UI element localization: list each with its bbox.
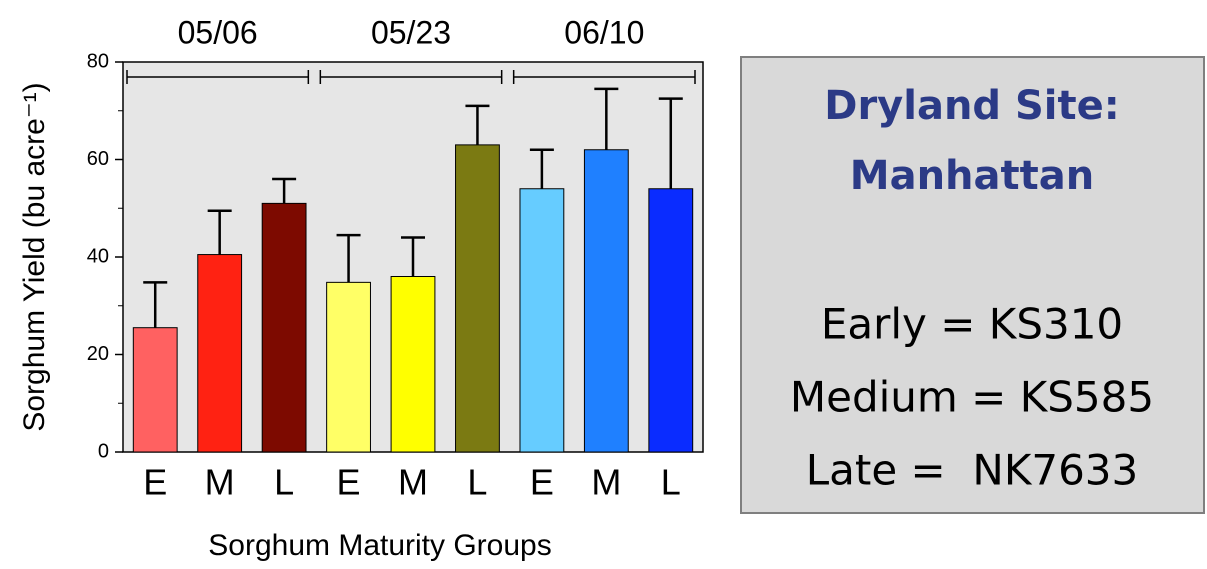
bar <box>261 202 307 453</box>
bar <box>583 149 629 453</box>
bar <box>132 327 178 453</box>
y-tick-label: 60 <box>87 148 109 170</box>
bar <box>390 276 436 453</box>
x-tick-label: E <box>337 462 361 503</box>
x-axis-label: Sorghum Maturity Groups <box>208 529 551 562</box>
info-title: Manhattan <box>850 153 1094 199</box>
y-axis-label: Sorghum Yield (bu acre⁻¹) <box>18 82 51 431</box>
group-label: 05/06 <box>178 14 258 50</box>
error-bar <box>143 281 168 328</box>
x-tick-label: E <box>143 462 167 503</box>
error-bar <box>594 87 619 150</box>
group-label: 05/23 <box>371 14 451 50</box>
info-line: Late = NK7633 <box>806 446 1139 495</box>
error-bar <box>465 104 490 145</box>
error-bar <box>272 177 297 204</box>
bar <box>197 254 243 453</box>
bar <box>326 281 371 453</box>
y-tick-label: 0 <box>98 440 109 462</box>
info-line: Early = KS310 <box>821 300 1123 349</box>
info-box: Dryland Site: Manhattan Early = KS310 Me… <box>740 56 1205 514</box>
x-tick-label: L <box>467 462 487 503</box>
y-tick-label: 80 <box>87 50 109 72</box>
x-tick-label: M <box>205 462 235 503</box>
x-tick-label: M <box>398 462 428 503</box>
error-bar <box>401 236 425 277</box>
bar <box>648 188 694 453</box>
x-tick-label: E <box>530 462 554 503</box>
info-title: Dryland Site: <box>824 83 1120 129</box>
error-bar <box>529 148 554 189</box>
error-bar <box>336 233 361 283</box>
x-tick-label: L <box>661 462 681 503</box>
error-bar <box>658 97 683 189</box>
x-tick-label: M <box>591 462 621 503</box>
x-tick-label: L <box>274 462 294 503</box>
group-bracket <box>319 70 503 84</box>
info-line: Medium = KS585 <box>790 373 1154 422</box>
bar <box>455 144 500 453</box>
error-bar <box>207 209 232 255</box>
group-label: 06/10 <box>564 14 644 50</box>
group-bracket <box>126 70 310 84</box>
y-tick-label: 40 <box>87 245 109 267</box>
info-box-bg <box>740 56 1205 514</box>
group-bracket <box>512 70 696 84</box>
y-tick-label: 20 <box>87 343 109 365</box>
bar <box>519 188 565 453</box>
